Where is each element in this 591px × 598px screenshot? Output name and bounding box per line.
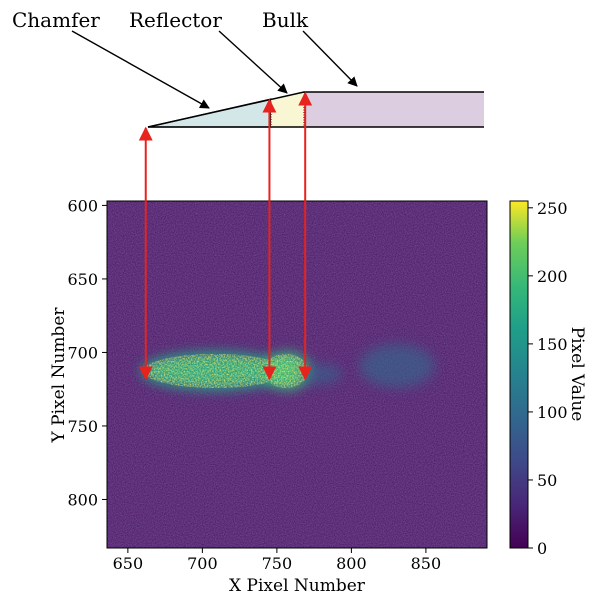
y-tick-label: 700 xyxy=(67,343,98,362)
reflector-label: Reflector xyxy=(129,8,222,32)
bulk-label: Bulk xyxy=(262,8,309,32)
colorbar xyxy=(509,200,529,549)
colorbar-label: Pixel Value xyxy=(567,327,587,422)
y-axis-label: Y Pixel Number xyxy=(49,307,69,444)
y-tick-label: 600 xyxy=(67,196,98,215)
x-tick-label: 700 xyxy=(187,554,218,573)
x-axis-label: X Pixel Number xyxy=(229,576,366,596)
x-tick-label: 850 xyxy=(411,554,442,573)
heatmap-image xyxy=(107,201,487,548)
y-tick-label: 800 xyxy=(67,490,98,509)
colorbar-tick-label: 100 xyxy=(537,403,568,422)
reflector-region xyxy=(271,92,304,127)
x-axis-ticks: 650 700 750 800 850 xyxy=(113,548,442,573)
x-tick-label: 650 xyxy=(113,554,144,573)
x-tick-label: 800 xyxy=(336,554,367,573)
colorbar-ticks: 0 50 100 150 200 250 xyxy=(528,199,568,558)
bulk-region xyxy=(304,92,484,127)
y-tick-label: 750 xyxy=(67,417,98,436)
x-tick-label: 750 xyxy=(262,554,293,573)
y-tick-label: 650 xyxy=(67,270,98,289)
chamfer-leader-arrow xyxy=(71,30,210,109)
colorbar-tick-label: 150 xyxy=(537,335,568,354)
chamfer-label: Chamfer xyxy=(12,8,100,32)
y-axis-ticks: 600 650 700 750 800 xyxy=(67,196,107,509)
colorbar-tick-label: 200 xyxy=(537,267,568,286)
bulk-leader-arrow xyxy=(302,30,358,87)
colorbar-tick-label: 50 xyxy=(537,471,557,490)
correspondence-arrows xyxy=(138,91,313,381)
plot-frame xyxy=(106,200,488,549)
reflector-leader-arrow xyxy=(218,30,288,94)
colorbar-tick-label: 250 xyxy=(537,199,568,218)
sample-schematic xyxy=(147,91,484,128)
colorbar-tick-label: 0 xyxy=(537,539,547,558)
